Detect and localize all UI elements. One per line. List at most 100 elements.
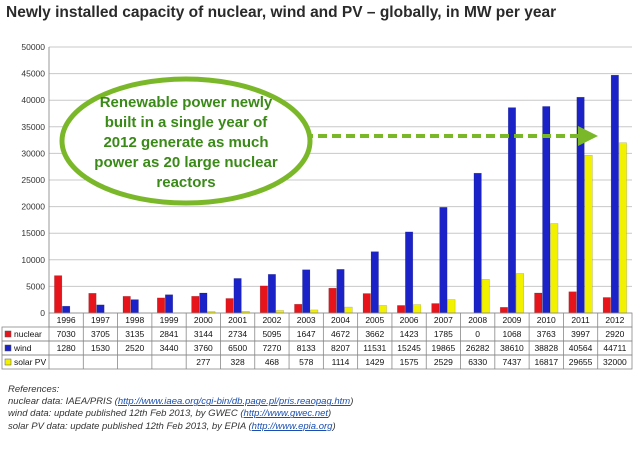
data-label-nuclear: 3135	[125, 329, 144, 339]
bar-solar-pv	[310, 309, 319, 314]
legend-swatch-nuclear	[4, 330, 12, 338]
reference-solar-text: solar PV data: update published 12th Feb…	[8, 420, 252, 432]
data-label-nuclear: 2841	[160, 329, 179, 339]
data-label-nuclear: 7030	[57, 329, 76, 339]
y-tick-label: 15000	[21, 228, 45, 238]
data-label-wind: 11531	[363, 343, 386, 353]
data-label-nuclear: 1785	[434, 329, 453, 339]
data-label-wind: 40564	[569, 343, 593, 353]
bar-nuclear	[54, 275, 63, 314]
legend-label-nuclear: nuclear	[14, 329, 42, 339]
annotation-text: Renewable power newly	[100, 94, 273, 111]
data-label-nuclear: 2734	[228, 329, 247, 339]
bar-wind	[302, 269, 311, 314]
y-tick-label: 20000	[21, 202, 45, 212]
bar-chart: 0500010000150002000025000300003500040000…	[1, 42, 633, 370]
bar-nuclear	[534, 292, 543, 314]
data-label-nuclear: 3997	[571, 329, 590, 339]
data-label-wind: 2520	[125, 343, 144, 353]
data-label-nuclear: 3763	[537, 329, 556, 339]
data-label-nuclear: 1068	[503, 329, 522, 339]
y-tick-label: 40000	[21, 95, 45, 105]
data-label-nuclear: 4672	[331, 329, 350, 339]
bar-wind	[405, 231, 414, 314]
bar-solar-pv	[447, 299, 456, 314]
annotation-text: power as 20 large nuclear	[94, 154, 278, 171]
reference-wind-text: wind data: update published 12th Feb 201…	[8, 408, 244, 420]
data-label-nuclear: 1647	[297, 329, 316, 339]
data-label-solar-pv: 468	[265, 357, 279, 367]
x-tick-label: 2010	[537, 315, 556, 325]
reference-wind-end: )	[328, 408, 332, 420]
reference-wind: wind data: update published 12th Feb 201…	[8, 408, 353, 420]
x-tick-label: 2001	[228, 315, 247, 325]
bar-wind	[130, 299, 139, 314]
bar-solar-pv	[550, 223, 559, 314]
x-tick-label: 1997	[91, 315, 110, 325]
data-label-wind: 44711	[603, 343, 626, 353]
x-tick-label: 2012	[605, 315, 624, 325]
bar-nuclear	[259, 285, 268, 314]
annotation-text: 2012 generate as much	[103, 134, 268, 151]
legend-label-wind: wind	[13, 343, 32, 353]
bar-wind	[233, 278, 242, 314]
reference-wind-link[interactable]: http://www.gwec.net	[243, 408, 329, 420]
data-label-wind: 6500	[228, 343, 247, 353]
bar-wind	[267, 274, 276, 314]
bar-wind	[62, 305, 71, 314]
data-label-solar-pv: 2529	[434, 357, 453, 367]
x-tick-label: 2006	[400, 315, 419, 325]
data-label-wind: 7270	[262, 343, 281, 353]
bar-nuclear	[328, 287, 337, 314]
bar-nuclear	[602, 297, 611, 314]
data-label-nuclear: 0	[475, 329, 480, 339]
table-row	[1, 354, 633, 370]
data-label-solar-pv: 29655	[569, 357, 593, 367]
x-tick-label: 2011	[571, 315, 590, 325]
y-tick-label: 10000	[21, 255, 45, 265]
bar-wind	[439, 207, 448, 314]
bar-solar-pv	[584, 154, 593, 314]
x-tick-label: 2009	[503, 315, 522, 325]
x-tick-label: 2002	[262, 315, 281, 325]
bar-wind	[199, 292, 208, 314]
data-label-wind: 26282	[466, 343, 490, 353]
data-label-solar-pv: 7437	[503, 357, 522, 367]
bar-wind	[336, 269, 345, 314]
y-tick-label: 25000	[21, 175, 45, 185]
data-label-nuclear: 1423	[400, 329, 419, 339]
data-label-solar-pv: 32000	[603, 357, 627, 367]
x-tick-label: 1999	[160, 315, 179, 325]
data-label-wind: 38610	[500, 343, 524, 353]
data-label-nuclear: 2920	[605, 329, 624, 339]
reference-solar-end: )	[332, 420, 336, 432]
bar-nuclear	[225, 298, 234, 314]
x-tick-label: 2004	[331, 315, 350, 325]
reference-solar: solar PV data: update published 12th Feb…	[8, 421, 353, 433]
y-tick-label: 50000	[21, 42, 45, 52]
y-tick-label: 30000	[21, 148, 45, 158]
bar-wind	[507, 107, 516, 314]
bar-nuclear	[499, 307, 508, 314]
bar-solar-pv	[515, 273, 524, 314]
data-label-wind: 15245	[397, 343, 421, 353]
bar-nuclear	[362, 293, 371, 314]
data-label-solar-pv: 1114	[332, 357, 350, 367]
bar-solar-pv	[618, 142, 627, 314]
y-tick-label: 45000	[21, 69, 45, 79]
bar-wind	[473, 172, 482, 314]
reference-solar-link[interactable]: http://www.epia.org	[251, 420, 333, 432]
reference-nuclear-link[interactable]: http://www.iaea.org/cgi-bin/db.page.pl/p…	[117, 396, 351, 408]
data-label-wind: 1530	[91, 343, 110, 353]
bar-nuclear	[88, 293, 97, 314]
data-label-solar-pv: 1575	[400, 357, 419, 367]
x-tick-label: 1998	[125, 315, 144, 325]
bar-nuclear	[568, 291, 577, 314]
x-tick-label: 2007	[434, 315, 453, 325]
bar-nuclear	[157, 297, 166, 314]
bar-wind	[165, 294, 174, 314]
data-label-solar-pv: 277	[196, 357, 210, 367]
reference-nuclear: nuclear data: IAEA/PRIS (http://www.iaea…	[8, 396, 353, 408]
bar-nuclear	[294, 303, 303, 314]
data-label-wind: 3760	[194, 343, 213, 353]
